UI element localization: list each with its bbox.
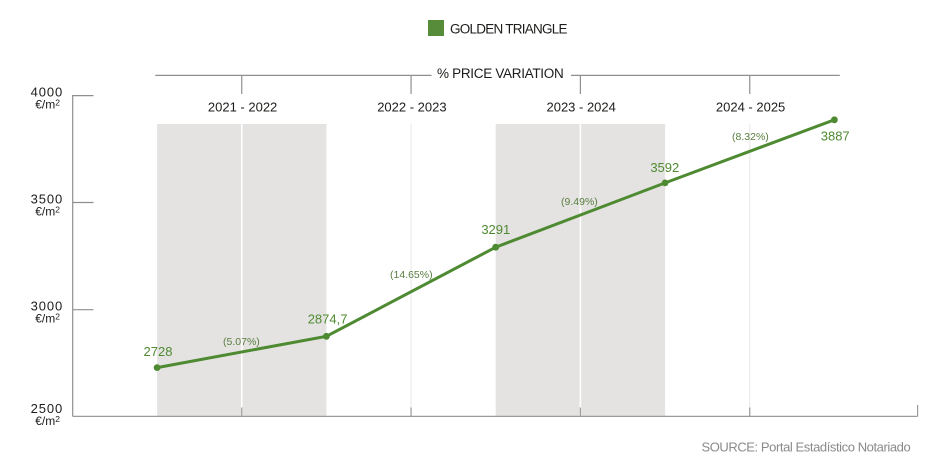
svg-text:4000: 4000 [31,85,64,100]
svg-text:2500: 2500 [31,401,64,416]
svg-text:3887: 3887 [821,129,850,144]
svg-text:(5.07%): (5.07%) [223,336,260,348]
svg-text:€/m2: €/m2 [35,414,60,428]
svg-text:% PRICE VARIATION: % PRICE VARIATION [437,66,563,81]
svg-text:2874,7: 2874,7 [308,312,348,327]
svg-text:2022 - 2023: 2022 - 2023 [377,99,446,114]
svg-text:€/m2: €/m2 [35,97,60,111]
svg-text:€/m2: €/m2 [35,204,60,218]
svg-text:€/m2: €/m2 [35,312,60,326]
svg-text:GOLDEN TRIANGLE: GOLDEN TRIANGLE [450,22,568,37]
svg-text:3500: 3500 [31,192,64,207]
svg-text:(14.65%): (14.65%) [390,269,433,281]
svg-text:SOURCE: Portal Estadístico Not: SOURCE: Portal Estadístico Notariado [701,440,910,455]
svg-text:(9.49%): (9.49%) [561,196,598,208]
svg-text:(8.32%): (8.32%) [732,131,769,143]
svg-text:3592: 3592 [650,160,679,175]
svg-text:2024 - 2025: 2024 - 2025 [716,99,785,114]
svg-text:2023 - 2024: 2023 - 2024 [546,99,615,114]
svg-text:3291: 3291 [481,222,510,237]
svg-text:3000: 3000 [31,299,64,314]
svg-text:2021 - 2022: 2021 - 2022 [208,99,277,114]
svg-text:2728: 2728 [144,344,173,359]
